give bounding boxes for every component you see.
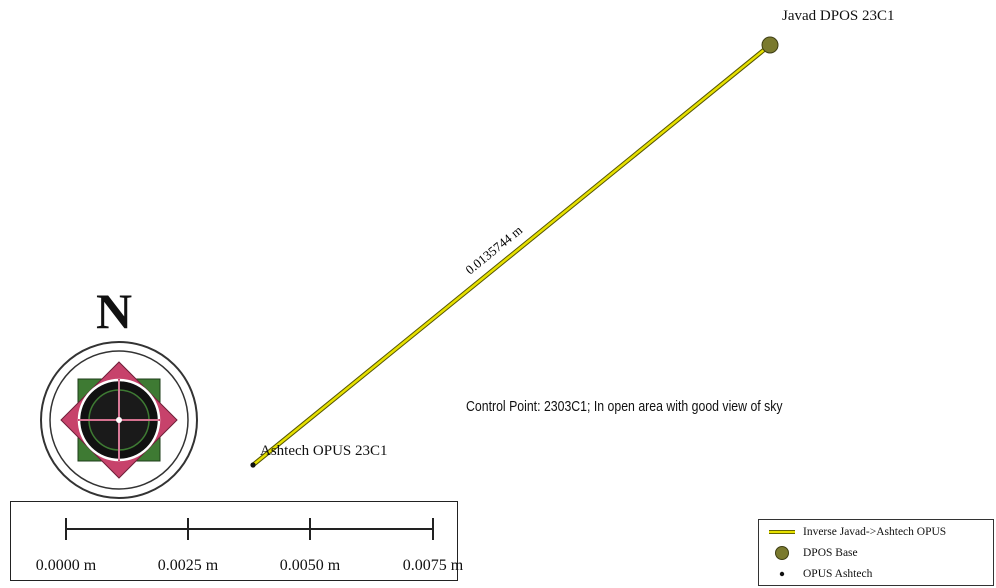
- legend-item-opus-ashtech: OPUS Ashtech: [767, 565, 872, 583]
- olive-circle-icon: [767, 544, 797, 562]
- north-arrow-compass-rose-icon: [40, 341, 198, 499]
- scale-tick-label: 0.0075 m: [402, 557, 464, 574]
- legend-item-dpos-base: DPOS Base: [767, 544, 858, 562]
- small-dot-icon: [767, 565, 797, 583]
- control-point-note: Control Point: 2303C1; In open area with…: [466, 398, 783, 415]
- legend-label: Inverse Javad->Ashtech OPUS: [803, 526, 947, 538]
- north-label: N: [96, 283, 133, 339]
- scale-tick-label: 0.0025 m: [157, 557, 219, 574]
- ashtech-point-label: Ashtech OPUS 23C1: [260, 443, 388, 459]
- legend-label: OPUS Ashtech: [803, 568, 873, 580]
- legend-item-inverse-line: Inverse Javad->Ashtech OPUS: [767, 523, 946, 541]
- scale-tick-label: 0.0000 m: [35, 557, 97, 574]
- opus-ashtech-marker[interactable]: [250, 462, 256, 468]
- dpos-base-marker[interactable]: [761, 36, 779, 54]
- javad-point-label: Javad DPOS 23C1: [782, 8, 895, 24]
- yellow-line-icon: [767, 523, 797, 541]
- scale-bar: 0.0000 m 0.0025 m 0.0050 m 0.0075 m: [10, 501, 463, 581]
- legend-label: DPOS Base: [803, 547, 858, 559]
- inverse-line: [252, 44, 771, 466]
- legend: Inverse Javad->Ashtech OPUS DPOS Base OP…: [758, 519, 994, 586]
- scale-bar-graphic: [65, 518, 434, 540]
- scale-tick-label: 0.0050 m: [279, 557, 341, 574]
